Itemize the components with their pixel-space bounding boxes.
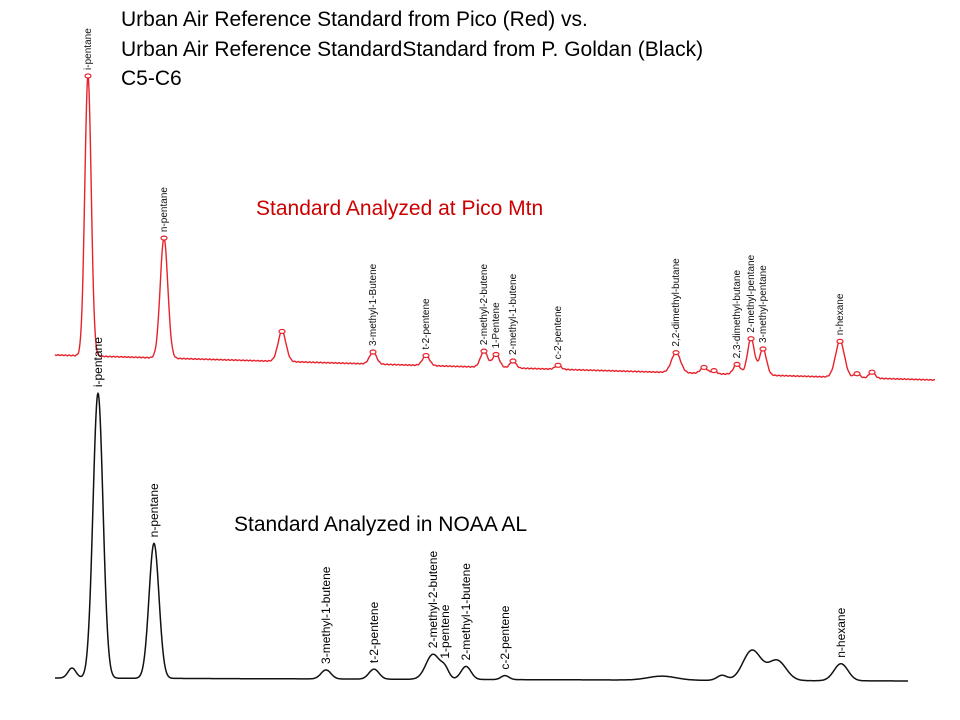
peak-marker (853, 371, 861, 377)
peak-label: 2,2-dimethyl-butane (671, 258, 682, 347)
peak-label: n-hexane (835, 293, 846, 335)
peak-label: 2-methyl-2-butene (479, 264, 490, 346)
peak-label: 1-Pentene (491, 302, 502, 349)
peak-label: 1-pentene (438, 604, 452, 658)
red-chart-title: Standard Analyzed at Pico Mtn (256, 197, 544, 220)
peak-label: 3-methyl-1-butene (319, 566, 333, 664)
peak-label: 2-methyl-pentane (746, 254, 757, 332)
peak-marker (492, 351, 500, 358)
peak-marker (836, 338, 844, 344)
peak-marker (554, 362, 562, 368)
peak-label: 2-methyl-1-butene (459, 563, 473, 661)
peak-label: n-hexane (834, 607, 848, 657)
peak-marker (422, 352, 430, 359)
red-chromatogram: i-pentane n-pentane 3-methyl-1-Butene t-2-p… (54, 28, 936, 381)
peak-marker (278, 328, 286, 335)
chart-title-line-1: Urban Air Reference Standard from Pico (… (121, 8, 588, 31)
peak-marker (509, 358, 517, 364)
peak-label: n-pentane (147, 483, 161, 537)
peak-label: 3-methyl-pentane (758, 265, 769, 343)
peak-label: 2-methyl-2-butene (426, 551, 440, 649)
peak-label: 3-methyl-1-Butene (368, 263, 379, 346)
peak-marker (868, 369, 876, 375)
black-chart-title: Standard Analyzed in NOAA AL (234, 513, 528, 536)
peak-marker (710, 368, 718, 374)
peak-marker (733, 361, 741, 367)
chart-title-line-2: Urban Air Reference StandardStandard fro… (121, 38, 704, 61)
peak-label: i-pentane (91, 337, 105, 387)
series-line (54, 392, 909, 682)
peak-marker (672, 350, 680, 356)
peak-marker (84, 73, 92, 79)
chart-title-line-3: C5-C6 (121, 67, 182, 90)
peak-label: c-2-pentene (498, 605, 512, 669)
peak-label: 2-methyl-1-butene (508, 273, 519, 355)
peak-marker (160, 235, 168, 241)
peak-marker (369, 349, 377, 355)
peak-label: i-pentane (83, 28, 94, 70)
peak-label: t-2-pentene (421, 298, 432, 350)
black-chromatogram: i-pentane n-pentane 3-methyl-1-butene t-2-p… (54, 337, 909, 682)
peak-marker (747, 336, 755, 342)
peak-label: t-2-pentene (367, 601, 381, 663)
peak-label: 2,3-dimethyl-butane (732, 270, 743, 359)
peak-label: n-pentane (159, 187, 170, 232)
peak-label: c-2-pentene (553, 305, 564, 359)
peak-marker (759, 346, 767, 352)
peak-marker (480, 348, 488, 354)
peak-marker (700, 364, 708, 371)
